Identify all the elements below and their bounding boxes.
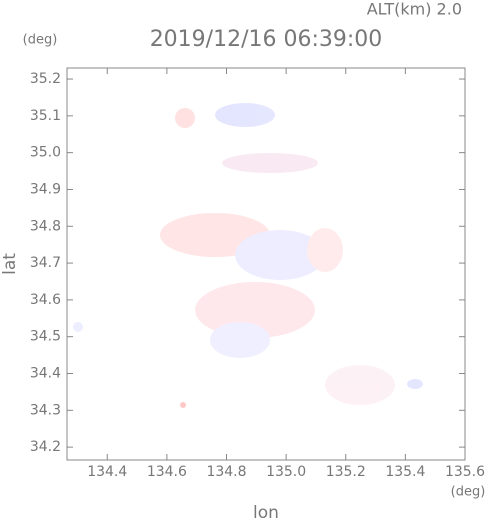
y-axis-label: lat — [0, 253, 20, 275]
y-tick-label: 34.9 — [30, 181, 61, 197]
x-tick-label: 134.8 — [206, 464, 246, 480]
x-tick-label: 135.6 — [445, 464, 485, 480]
y-tick-label: 34.7 — [30, 255, 61, 271]
altitude-label: ALT(km) 2.0 — [367, 0, 462, 19]
y-unit: (deg) — [23, 33, 58, 48]
x-tick-label: 135.2 — [326, 464, 366, 480]
radar-echoes — [73, 103, 423, 408]
y-tick-label: 34.8 — [30, 218, 61, 234]
y-tick-label: 34.2 — [30, 439, 61, 455]
y-tick-label: 34.6 — [30, 292, 61, 308]
x-tick-label: 134.4 — [87, 464, 127, 480]
y-tick-label: 35.0 — [30, 145, 61, 161]
plot-frame — [66, 67, 466, 461]
y-tick-label: 34.3 — [30, 402, 61, 418]
y-tick-label: 34.5 — [30, 329, 61, 345]
y-tick-label: 35.2 — [30, 71, 61, 87]
y-tick-label: 35.1 — [30, 108, 61, 124]
chart-title: 2019/12/16 06:39:00 — [150, 27, 383, 52]
x-tick-label: 134.6 — [147, 464, 187, 480]
x-tick-label: 135.0 — [266, 464, 306, 480]
y-tick-label: 34.4 — [30, 366, 61, 382]
x-axis-label: lon — [253, 503, 279, 521]
x-unit: (deg) — [451, 485, 486, 500]
x-tick-label: 135.4 — [385, 464, 425, 480]
